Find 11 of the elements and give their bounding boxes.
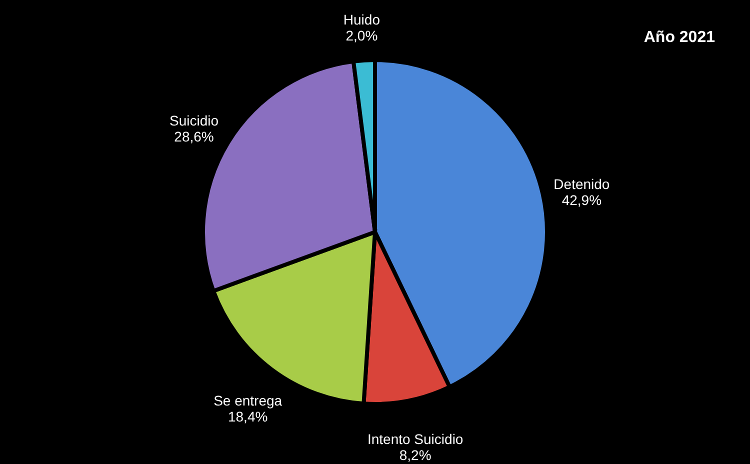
- slice-label: Intento Suicidio: [367, 431, 464, 448]
- slice-label: Suicidio: [169, 112, 219, 129]
- data-label: 18,4%: [228, 408, 268, 425]
- data-label: 28,6%: [174, 128, 214, 145]
- data-label: 8,2%: [399, 447, 432, 464]
- slice-label: Detenido: [554, 176, 610, 192]
- slice-label: Huido: [343, 11, 380, 28]
- data-label: 42,9%: [562, 192, 602, 208]
- text: Año 2021: [644, 29, 716, 46]
- data-label: 2,0%: [346, 27, 378, 44]
- slice-label: Se entrega: [214, 392, 282, 409]
